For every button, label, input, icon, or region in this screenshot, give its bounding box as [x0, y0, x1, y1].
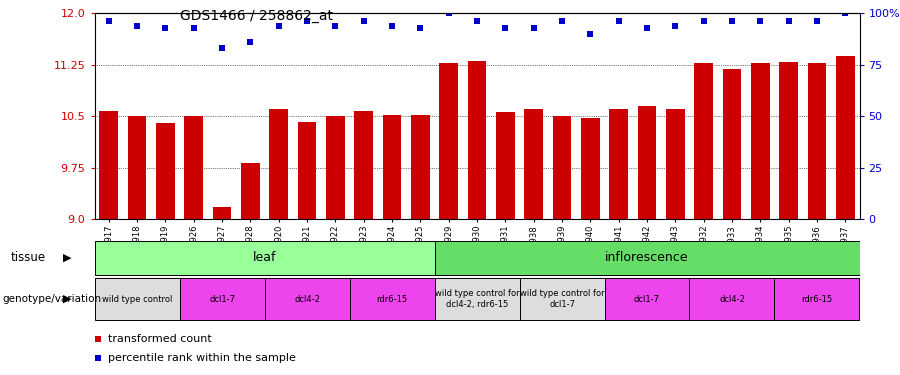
Point	[753, 18, 768, 24]
Text: dcl1-7: dcl1-7	[634, 295, 660, 304]
Text: dcl1-7: dcl1-7	[209, 295, 235, 304]
Point	[130, 22, 144, 28]
Point	[498, 25, 512, 31]
Bar	[439, 63, 458, 219]
Point	[838, 10, 852, 16]
Bar	[689, 278, 775, 320]
Point	[243, 39, 257, 45]
Bar	[179, 278, 265, 320]
Point	[442, 10, 456, 16]
Bar	[519, 278, 605, 320]
Point	[215, 45, 230, 51]
Bar	[156, 123, 175, 219]
Text: wild type control for
dcl4-2, rdr6-15: wild type control for dcl4-2, rdr6-15	[435, 290, 519, 309]
Bar	[581, 118, 599, 219]
Bar	[638, 106, 656, 219]
Point	[697, 18, 711, 24]
Point	[356, 18, 371, 24]
Text: percentile rank within the sample: percentile rank within the sample	[108, 353, 296, 363]
Point	[470, 18, 484, 24]
Bar	[779, 62, 798, 219]
Point	[158, 25, 173, 31]
Point	[272, 22, 286, 28]
Text: dcl4-2: dcl4-2	[719, 295, 745, 304]
Point	[186, 25, 201, 31]
Bar	[94, 278, 179, 320]
Bar	[836, 56, 854, 219]
Point	[328, 22, 343, 28]
Text: ▶: ▶	[63, 294, 72, 304]
Bar	[411, 115, 429, 219]
Point	[91, 336, 105, 342]
Point	[91, 355, 105, 361]
Point	[611, 18, 625, 24]
Point	[640, 25, 654, 31]
Bar	[496, 112, 515, 219]
Bar	[184, 116, 202, 219]
Point	[102, 18, 116, 24]
Point	[810, 18, 824, 24]
Bar	[525, 110, 543, 219]
Point	[385, 22, 400, 28]
Bar	[808, 63, 826, 219]
Bar	[435, 278, 519, 320]
Text: GDS1466 / 258862_at: GDS1466 / 258862_at	[180, 9, 333, 23]
Bar	[468, 61, 486, 219]
Text: ▶: ▶	[63, 253, 72, 263]
Bar	[298, 122, 316, 219]
Point	[413, 25, 428, 31]
Text: wild type control for
dcl1-7: wild type control for dcl1-7	[519, 290, 604, 309]
Bar	[605, 278, 689, 320]
Bar	[752, 63, 770, 219]
Text: tissue: tissue	[11, 251, 46, 264]
Bar	[269, 110, 288, 219]
Bar	[723, 69, 742, 219]
Point	[724, 18, 739, 24]
Text: rdr6-15: rdr6-15	[801, 295, 832, 304]
Bar	[609, 110, 628, 219]
Bar	[553, 116, 572, 219]
Text: transformed count: transformed count	[108, 334, 212, 344]
Text: genotype/variation: genotype/variation	[3, 294, 102, 304]
Bar	[382, 115, 401, 219]
Bar	[349, 278, 435, 320]
Text: rdr6-15: rdr6-15	[376, 295, 408, 304]
Bar	[326, 116, 345, 219]
Bar	[435, 241, 860, 275]
Bar	[775, 278, 860, 320]
Bar	[94, 241, 435, 275]
Bar	[265, 278, 349, 320]
Point	[668, 22, 682, 28]
Point	[554, 18, 569, 24]
Point	[526, 25, 541, 31]
Text: inflorescence: inflorescence	[605, 251, 688, 264]
Point	[300, 18, 314, 24]
Text: wild type control: wild type control	[102, 295, 172, 304]
Text: dcl4-2: dcl4-2	[294, 295, 320, 304]
Bar	[100, 111, 118, 219]
Bar	[241, 163, 259, 219]
Point	[781, 18, 796, 24]
Text: leaf: leaf	[253, 251, 276, 264]
Bar	[695, 63, 713, 219]
Bar	[128, 116, 146, 219]
Point	[583, 31, 598, 37]
Bar	[355, 111, 373, 219]
Bar	[666, 110, 685, 219]
Bar	[212, 207, 231, 219]
